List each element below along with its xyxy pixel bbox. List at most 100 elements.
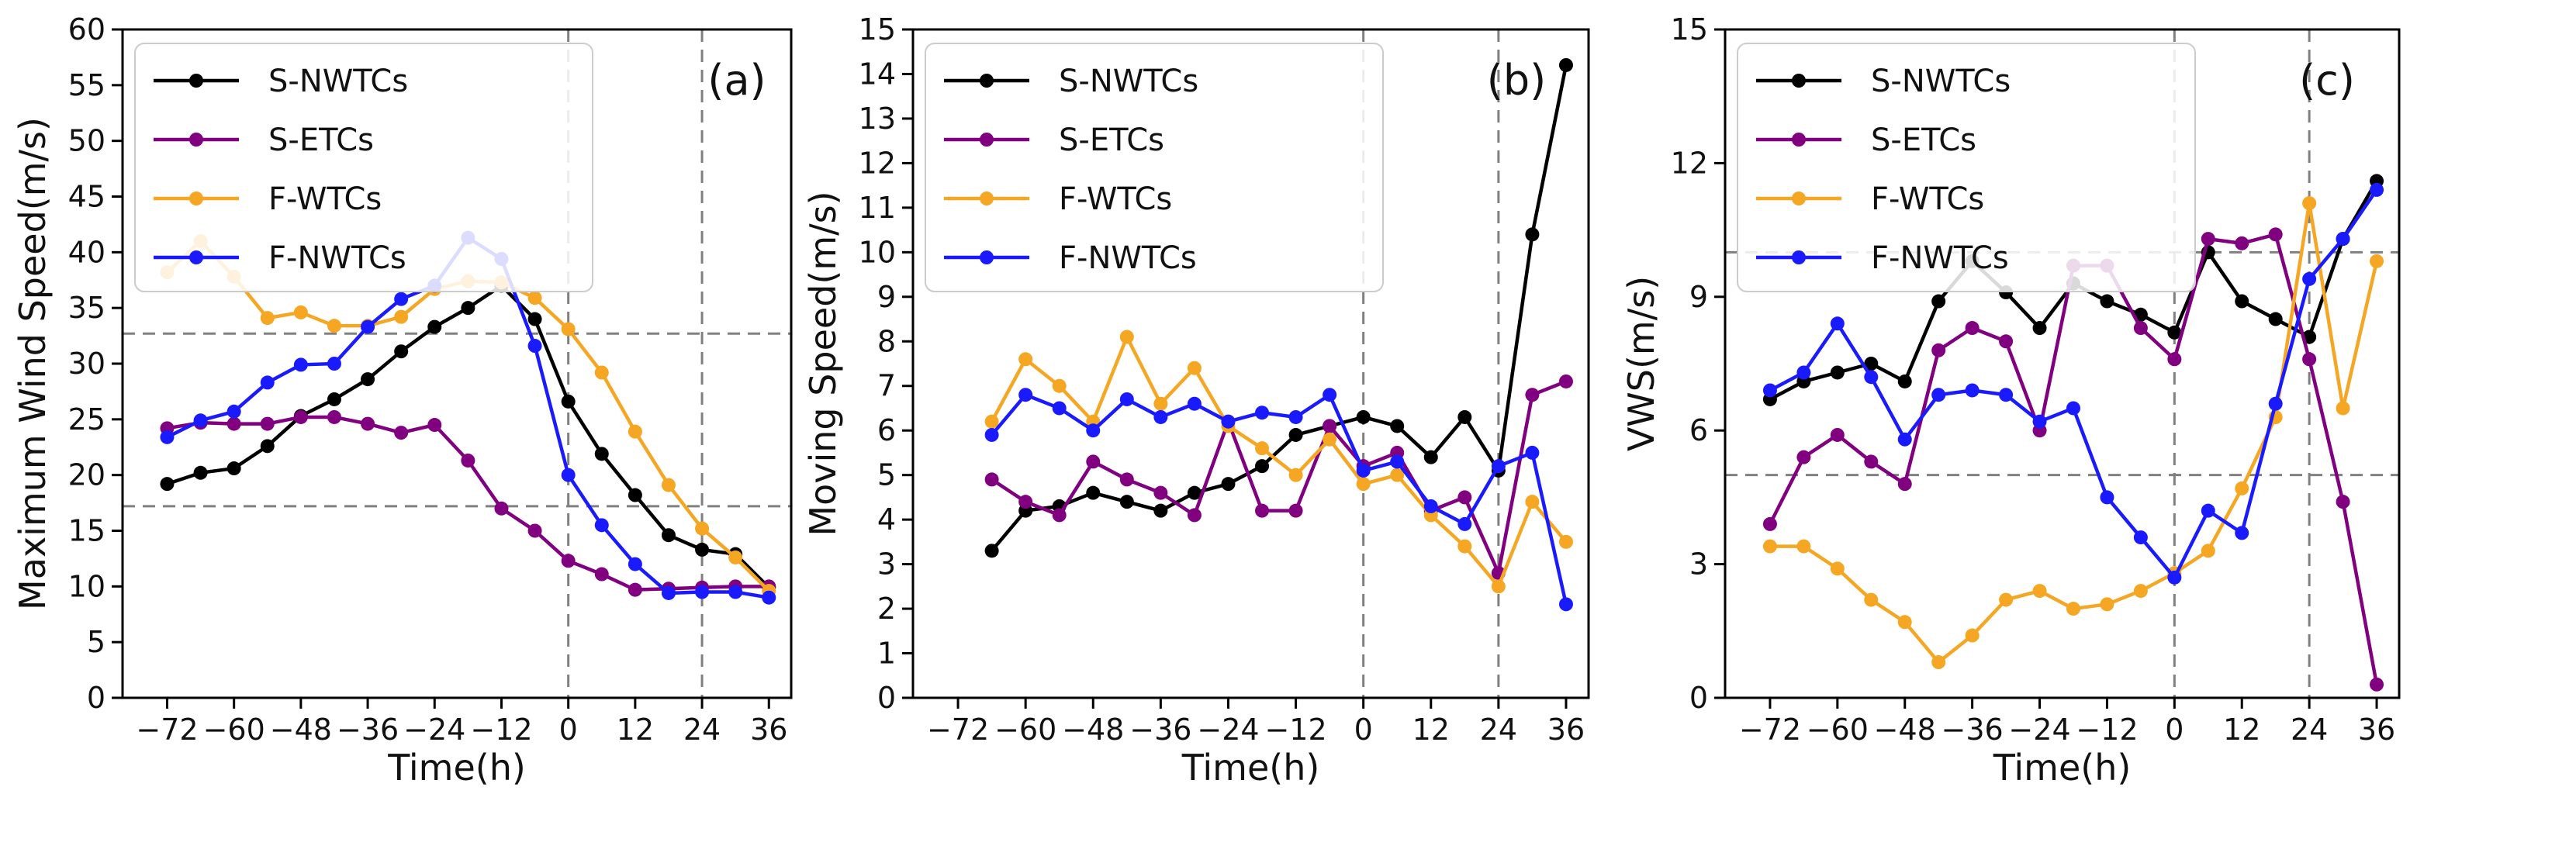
y-tick-label: 0 [87, 681, 105, 715]
y-axis-label: VWS(m/s) [1620, 276, 1662, 451]
data-point-S-ETCs [2370, 677, 2384, 692]
legend: S-NWTCs S-ETCs F-WTCs F-NWTCs [925, 43, 1384, 292]
legend-marker-S-NWTCs [980, 74, 994, 88]
data-point-F-NWTCs [226, 404, 241, 419]
data-point-F-NWTCs [394, 292, 409, 306]
data-point-F-WTCs [1931, 655, 1946, 670]
data-point-F-NWTCs [2167, 570, 2182, 585]
data-point-F-NWTCs [1052, 401, 1067, 416]
data-point-F-NWTCs [1762, 383, 1777, 398]
data-point-S-NWTCs [594, 447, 609, 461]
data-point-S-NWTCs [1897, 374, 1912, 388]
chart-panel-3: −72 −60 −48 −36 −24 −12 0 12 24 3603691215Time(h)… [1620, 12, 2401, 789]
data-point-F-WTCs [1965, 628, 1980, 643]
data-point-F-WTCs [2336, 401, 2350, 416]
x-tick-label: −48 [270, 713, 332, 747]
series-line-S-ETCs [991, 379, 1567, 575]
data-point-S-NWTCs [1525, 227, 1540, 242]
data-point-S-NWTCs [661, 528, 676, 543]
data-point-S-NWTCs [193, 465, 208, 480]
y-tick-label: 15 [1671, 12, 1708, 47]
data-point-F-NWTCs [1965, 383, 1980, 398]
legend-label-S-NWTCs: S-NWTCs [268, 64, 408, 99]
data-point-F-WTCs [1390, 468, 1405, 482]
data-point-F-WTCs [1356, 477, 1371, 492]
y-tick-label: 8 [877, 324, 896, 358]
data-point-S-NWTCs [1119, 495, 1134, 509]
y-axis-label: Moving Speed(m/s) [802, 191, 844, 536]
data-point-S-ETCs [461, 453, 475, 468]
legend-box [1737, 43, 2196, 292]
data-point-F-WTCs [661, 478, 676, 492]
x-tick-label: 12 [617, 713, 654, 747]
data-point-F-WTCs [1491, 579, 1506, 594]
data-point-F-NWTCs [984, 427, 999, 442]
x-tick-label: −24 [1197, 713, 1259, 747]
y-tick-label: 14 [859, 57, 896, 91]
y-tick-label: 10 [68, 569, 105, 603]
data-point-F-NWTCs [160, 430, 175, 444]
data-point-S-NWTCs [628, 488, 642, 502]
data-point-S-ETCs [594, 567, 609, 582]
data-point-F-NWTCs [2336, 232, 2350, 247]
x-tick-label: 24 [2291, 713, 2328, 747]
x-tick-label: 24 [1480, 713, 1517, 747]
data-point-S-NWTCs [327, 392, 341, 406]
data-point-S-NWTCs [260, 439, 275, 454]
y-tick-label: 12 [1671, 146, 1708, 180]
panel-label: (a) [707, 56, 766, 105]
y-tick-label: 4 [877, 502, 896, 537]
data-point-F-WTCs [293, 305, 308, 319]
legend: S-NWTCs S-ETCs F-WTCs F-NWTCs [134, 43, 593, 292]
y-tick-label: 5 [87, 625, 105, 659]
legend-marker-F-WTCs [980, 192, 994, 205]
data-point-F-WTCs [1864, 592, 1879, 607]
data-point-S-NWTCs [2032, 321, 2047, 336]
x-tick-label: −48 [1874, 713, 1936, 747]
panel-label: (c) [2299, 56, 2355, 105]
data-point-S-ETCs [1525, 388, 1540, 402]
data-point-F-WTCs [2302, 196, 2317, 211]
data-point-F-NWTCs [293, 357, 308, 372]
data-point-F-WTCs [2201, 544, 2215, 558]
legend-label-S-NWTCs: S-NWTCs [1059, 64, 1198, 99]
y-tick-label: 50 [68, 124, 105, 158]
data-point-S-NWTCs [2100, 294, 2114, 309]
legend-label-F-WTCs: F-WTCs [1059, 181, 1172, 217]
legend-label-F-WTCs: F-WTCs [268, 181, 382, 217]
data-point-S-ETCs [2336, 495, 2350, 509]
data-point-F-WTCs [1153, 396, 1168, 411]
data-point-S-NWTCs [1830, 365, 1845, 380]
x-tick-label: −36 [1942, 713, 2004, 747]
legend-marker-F-WTCs [1792, 192, 1806, 205]
data-point-S-ETCs [1830, 427, 1845, 442]
data-point-F-WTCs [594, 365, 609, 380]
y-tick-label: 35 [68, 291, 105, 325]
data-point-S-ETCs [984, 472, 999, 487]
data-point-F-WTCs [1018, 352, 1033, 367]
data-point-F-NWTCs [1796, 365, 1811, 380]
legend: S-NWTCs S-ETCs F-WTCs F-NWTCs [1737, 43, 2196, 292]
data-point-F-NWTCs [361, 319, 375, 334]
data-point-F-NWTCs [1830, 316, 1845, 331]
y-tick-label: 6 [1689, 413, 1708, 447]
x-axis-label: Time(h) [1993, 747, 2132, 789]
x-tick-label: −60 [203, 713, 265, 747]
x-tick-label: −60 [1807, 713, 1869, 747]
x-tick-label: −12 [470, 713, 532, 747]
plot-frame [911, 28, 1590, 699]
legend-marker-S-ETCs [189, 133, 203, 147]
data-point-F-NWTCs [2370, 182, 2384, 197]
data-point-S-NWTCs [561, 394, 576, 409]
legend-label-F-WTCs: F-WTCs [1871, 181, 1984, 217]
data-point-F-WTCs [695, 521, 710, 536]
data-point-F-NWTCs [260, 375, 275, 390]
data-point-F-NWTCs [561, 468, 576, 482]
data-point-S-ETCs [361, 416, 375, 431]
data-point-S-ETCs [1052, 508, 1067, 523]
x-tick-label: −24 [403, 713, 465, 747]
data-point-S-ETCs [427, 418, 442, 433]
data-point-F-WTCs [1119, 330, 1134, 344]
x-tick-label: −72 [1739, 713, 1801, 747]
data-point-S-ETCs [394, 426, 409, 440]
